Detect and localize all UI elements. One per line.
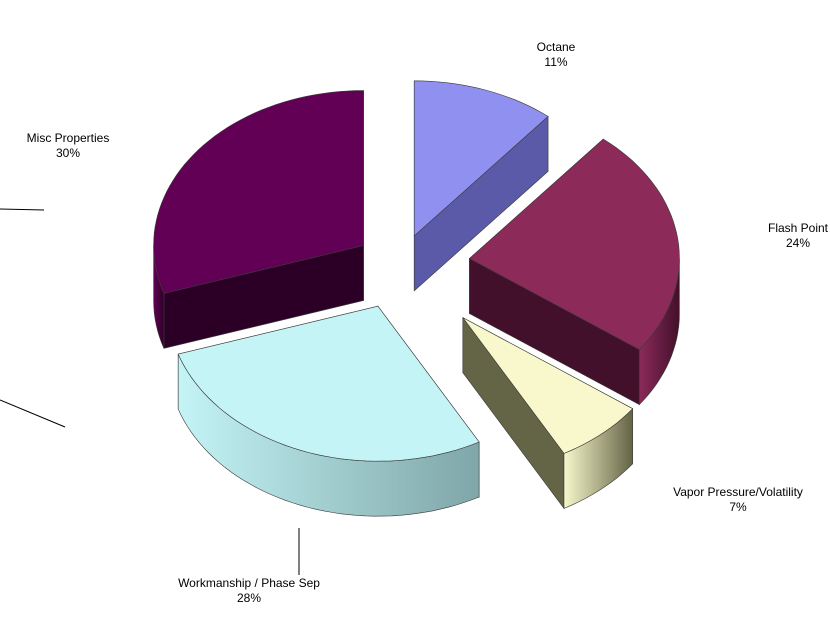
pie-slice	[177, 305, 480, 517]
data-label: Workmanship / Phase Sep 28%	[178, 576, 320, 606]
leader-line	[0, 399, 66, 428]
slice-name-label: Misc Properties	[26, 131, 110, 145]
slice-percent-label: 28%	[236, 591, 262, 605]
data-label: Flash Point 24%	[768, 221, 828, 251]
pie-slice-top	[468, 138, 680, 350]
pie-slice	[153, 90, 364, 349]
pie-slice	[468, 138, 680, 406]
slice-percent-label: 30%	[55, 146, 81, 160]
slice-name-label: Octane	[536, 40, 576, 54]
data-label: Vapor Pressure/Volatility 7%	[673, 485, 803, 515]
data-label: Misc Properties 30%	[27, 131, 110, 161]
pie-slice	[462, 316, 634, 510]
slice-name-label: Vapor Pressure/Volatility	[673, 485, 803, 499]
slice-name-label: Workmanship / Phase Sep	[178, 576, 320, 590]
leader-line	[0, 208, 45, 211]
data-label: Octane 11%	[537, 40, 576, 70]
slice-percent-label: 11%	[544, 55, 568, 69]
pie-slice-top	[462, 317, 634, 454]
pie-slice-top	[177, 305, 480, 462]
pie-slice	[413, 80, 549, 292]
pie-slice-top	[413, 80, 549, 237]
slice-percent-label: 7%	[729, 500, 747, 514]
slice-percent-label: 24%	[785, 236, 811, 250]
slice-name-label: Flash Point	[767, 221, 829, 235]
pie-slice-top	[153, 90, 364, 294]
